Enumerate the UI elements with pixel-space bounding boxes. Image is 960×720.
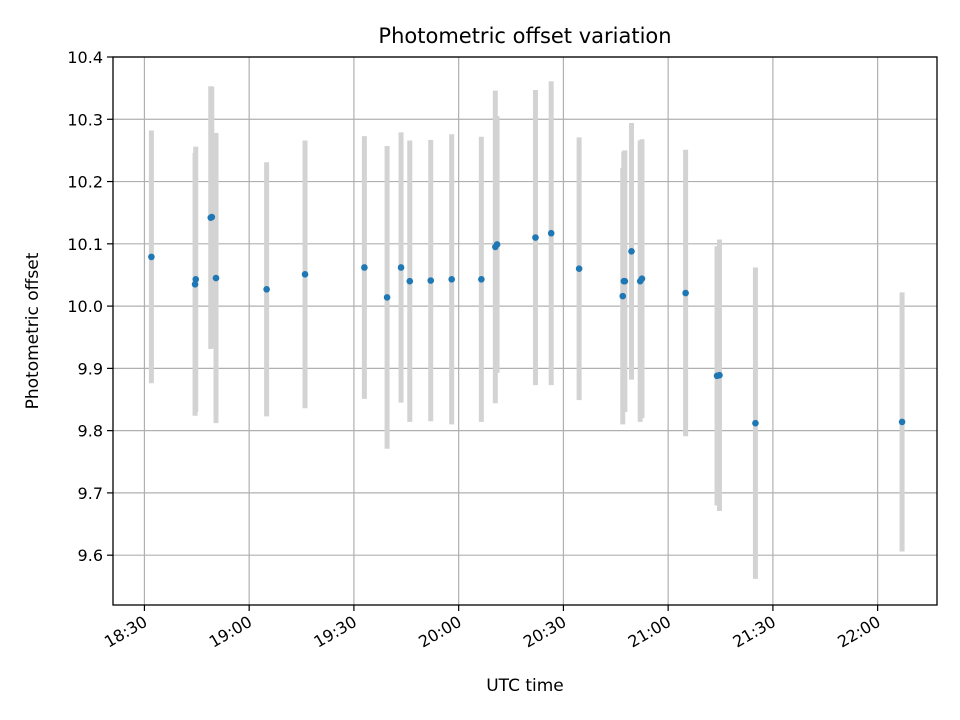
data-point bbox=[898, 418, 906, 426]
data-point bbox=[361, 264, 368, 271]
data-point bbox=[638, 275, 646, 282]
data-point bbox=[547, 229, 555, 237]
data-point bbox=[716, 371, 723, 379]
data-point bbox=[192, 276, 200, 283]
data-point bbox=[397, 264, 405, 271]
y-tick-label: 9.6 bbox=[78, 546, 103, 565]
plot-area bbox=[113, 57, 937, 605]
data-point bbox=[621, 277, 629, 285]
data-point bbox=[212, 274, 220, 282]
data-point bbox=[752, 419, 759, 427]
data-point bbox=[301, 271, 309, 278]
data-point bbox=[682, 289, 689, 297]
data-point bbox=[383, 294, 391, 301]
y-tick-label: 10.0 bbox=[67, 297, 103, 316]
data-point bbox=[575, 265, 583, 273]
y-tick-label: 10.2 bbox=[67, 173, 103, 192]
data-point bbox=[208, 213, 216, 221]
data-point bbox=[191, 280, 199, 288]
data-point bbox=[619, 292, 627, 300]
y-tick-label: 10.3 bbox=[67, 110, 103, 129]
grid bbox=[113, 56, 937, 605]
y-tick-label: 9.8 bbox=[78, 422, 103, 441]
data-point bbox=[263, 285, 270, 293]
data-point bbox=[532, 234, 539, 241]
y-axis: 9.6 9.7 9.8 9.9 10.0 10.1 10.2 10.3 10.4 bbox=[67, 48, 113, 565]
data-point bbox=[493, 241, 501, 248]
data-points bbox=[148, 213, 906, 427]
plot-frame bbox=[112, 56, 938, 606]
data-point bbox=[448, 276, 455, 283]
data-point bbox=[148, 253, 155, 261]
chart-title: Photometric offset variation bbox=[378, 24, 671, 48]
y-tick-label: 9.7 bbox=[78, 484, 103, 503]
data-point bbox=[478, 276, 485, 283]
y-tick-label: 9.9 bbox=[78, 359, 103, 378]
x-axis-label: UTC time bbox=[486, 676, 564, 696]
y-axis-label: Photometric offset bbox=[23, 252, 43, 409]
data-point bbox=[427, 277, 435, 284]
data-point bbox=[628, 247, 635, 255]
y-tick-label: 10.4 bbox=[67, 48, 103, 67]
y-tick-label: 10.1 bbox=[67, 235, 103, 254]
data-point bbox=[406, 277, 414, 285]
